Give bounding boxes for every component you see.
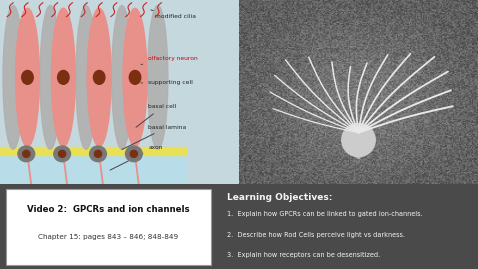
Text: modified cilia: modified cilia (151, 10, 196, 19)
Ellipse shape (87, 8, 111, 147)
Ellipse shape (54, 146, 71, 162)
Text: 1.  Explain how GPCRs can be linked to gated ion-channels.: 1. Explain how GPCRs can be linked to ga… (227, 211, 423, 217)
Bar (6, 189, 211, 265)
Ellipse shape (123, 8, 147, 147)
Ellipse shape (18, 146, 34, 162)
Ellipse shape (57, 70, 69, 84)
Ellipse shape (51, 8, 75, 147)
Ellipse shape (126, 146, 142, 162)
Text: basal cell: basal cell (136, 104, 176, 127)
Ellipse shape (94, 70, 105, 84)
Ellipse shape (22, 70, 33, 84)
Ellipse shape (89, 146, 106, 162)
Text: 3.  Explain how receptors can be desensitized.: 3. Explain how receptors can be desensit… (227, 252, 380, 258)
Bar (6, 189, 211, 265)
Bar (0, 155, 186, 184)
Ellipse shape (58, 150, 66, 157)
Ellipse shape (342, 123, 375, 157)
Text: olfactory neuron: olfactory neuron (141, 56, 198, 65)
Text: axon: axon (110, 145, 163, 170)
Ellipse shape (3, 6, 23, 149)
Ellipse shape (23, 150, 30, 157)
Ellipse shape (76, 6, 96, 149)
Text: 2.  Describe how Rod Cells perceive light vs darkness.: 2. Describe how Rod Cells perceive light… (227, 232, 405, 238)
Ellipse shape (130, 150, 138, 157)
Ellipse shape (15, 8, 39, 147)
Ellipse shape (94, 150, 101, 157)
Ellipse shape (40, 6, 60, 149)
Ellipse shape (112, 6, 132, 149)
Text: Chapter 15: pages 843 – 846; 848-849: Chapter 15: pages 843 – 846; 848-849 (38, 234, 179, 240)
Ellipse shape (148, 6, 168, 149)
Ellipse shape (130, 70, 141, 84)
Text: Learning Objectives:: Learning Objectives: (227, 193, 332, 202)
Bar (0, 147, 186, 155)
Text: Video 2:  GPCRs and ion channels: Video 2: GPCRs and ion channels (27, 205, 190, 214)
Text: basal lamina: basal lamina (122, 125, 186, 150)
Text: supporting cell: supporting cell (141, 80, 193, 86)
